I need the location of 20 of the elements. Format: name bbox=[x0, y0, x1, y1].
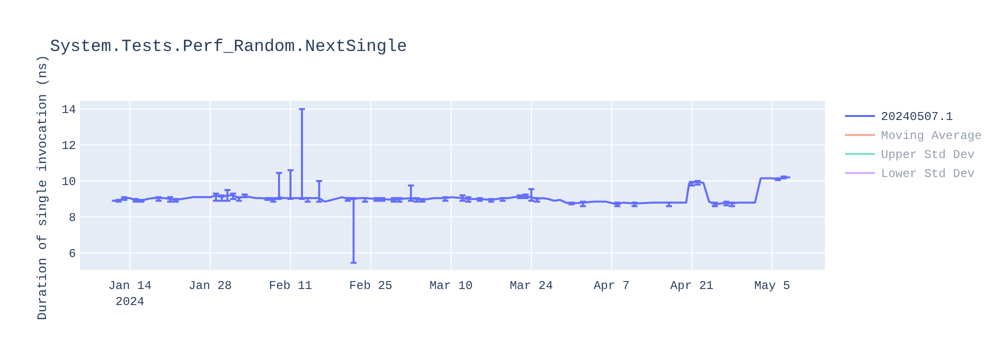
y-tick-label: 8 bbox=[68, 210, 76, 225]
y-axis-title: Duration of single invocation (ns) bbox=[35, 54, 50, 320]
x-tick-label: Jan 28 bbox=[188, 279, 232, 293]
legend-label: 20240507.1 bbox=[881, 110, 954, 124]
x-tick-label: Apr 7 bbox=[594, 279, 630, 293]
y-tick-label: 10 bbox=[62, 175, 76, 190]
legend-label: Lower Std Dev bbox=[881, 167, 975, 181]
legend-label: Upper Std Dev bbox=[881, 148, 975, 162]
x-tick-label: Feb 25 bbox=[349, 279, 392, 293]
x-tick-label: Mar 24 bbox=[510, 279, 553, 293]
y-tick-label: 6 bbox=[68, 246, 76, 261]
chart-title: System.Tests.Perf_Random.NextSingle bbox=[50, 38, 408, 57]
x-tick-label: Mar 10 bbox=[429, 279, 473, 293]
x-tick-label: Apr 21 bbox=[670, 279, 714, 293]
legend-label: Moving Average bbox=[881, 129, 982, 143]
y-tick-label: 14 bbox=[62, 103, 76, 118]
x-tick-label: May 5 bbox=[754, 279, 790, 293]
y-tick-label: 12 bbox=[62, 139, 76, 154]
x-tick-label: Feb 11 bbox=[268, 279, 312, 293]
x-tick-label: Jan 14 2024 bbox=[108, 279, 152, 309]
